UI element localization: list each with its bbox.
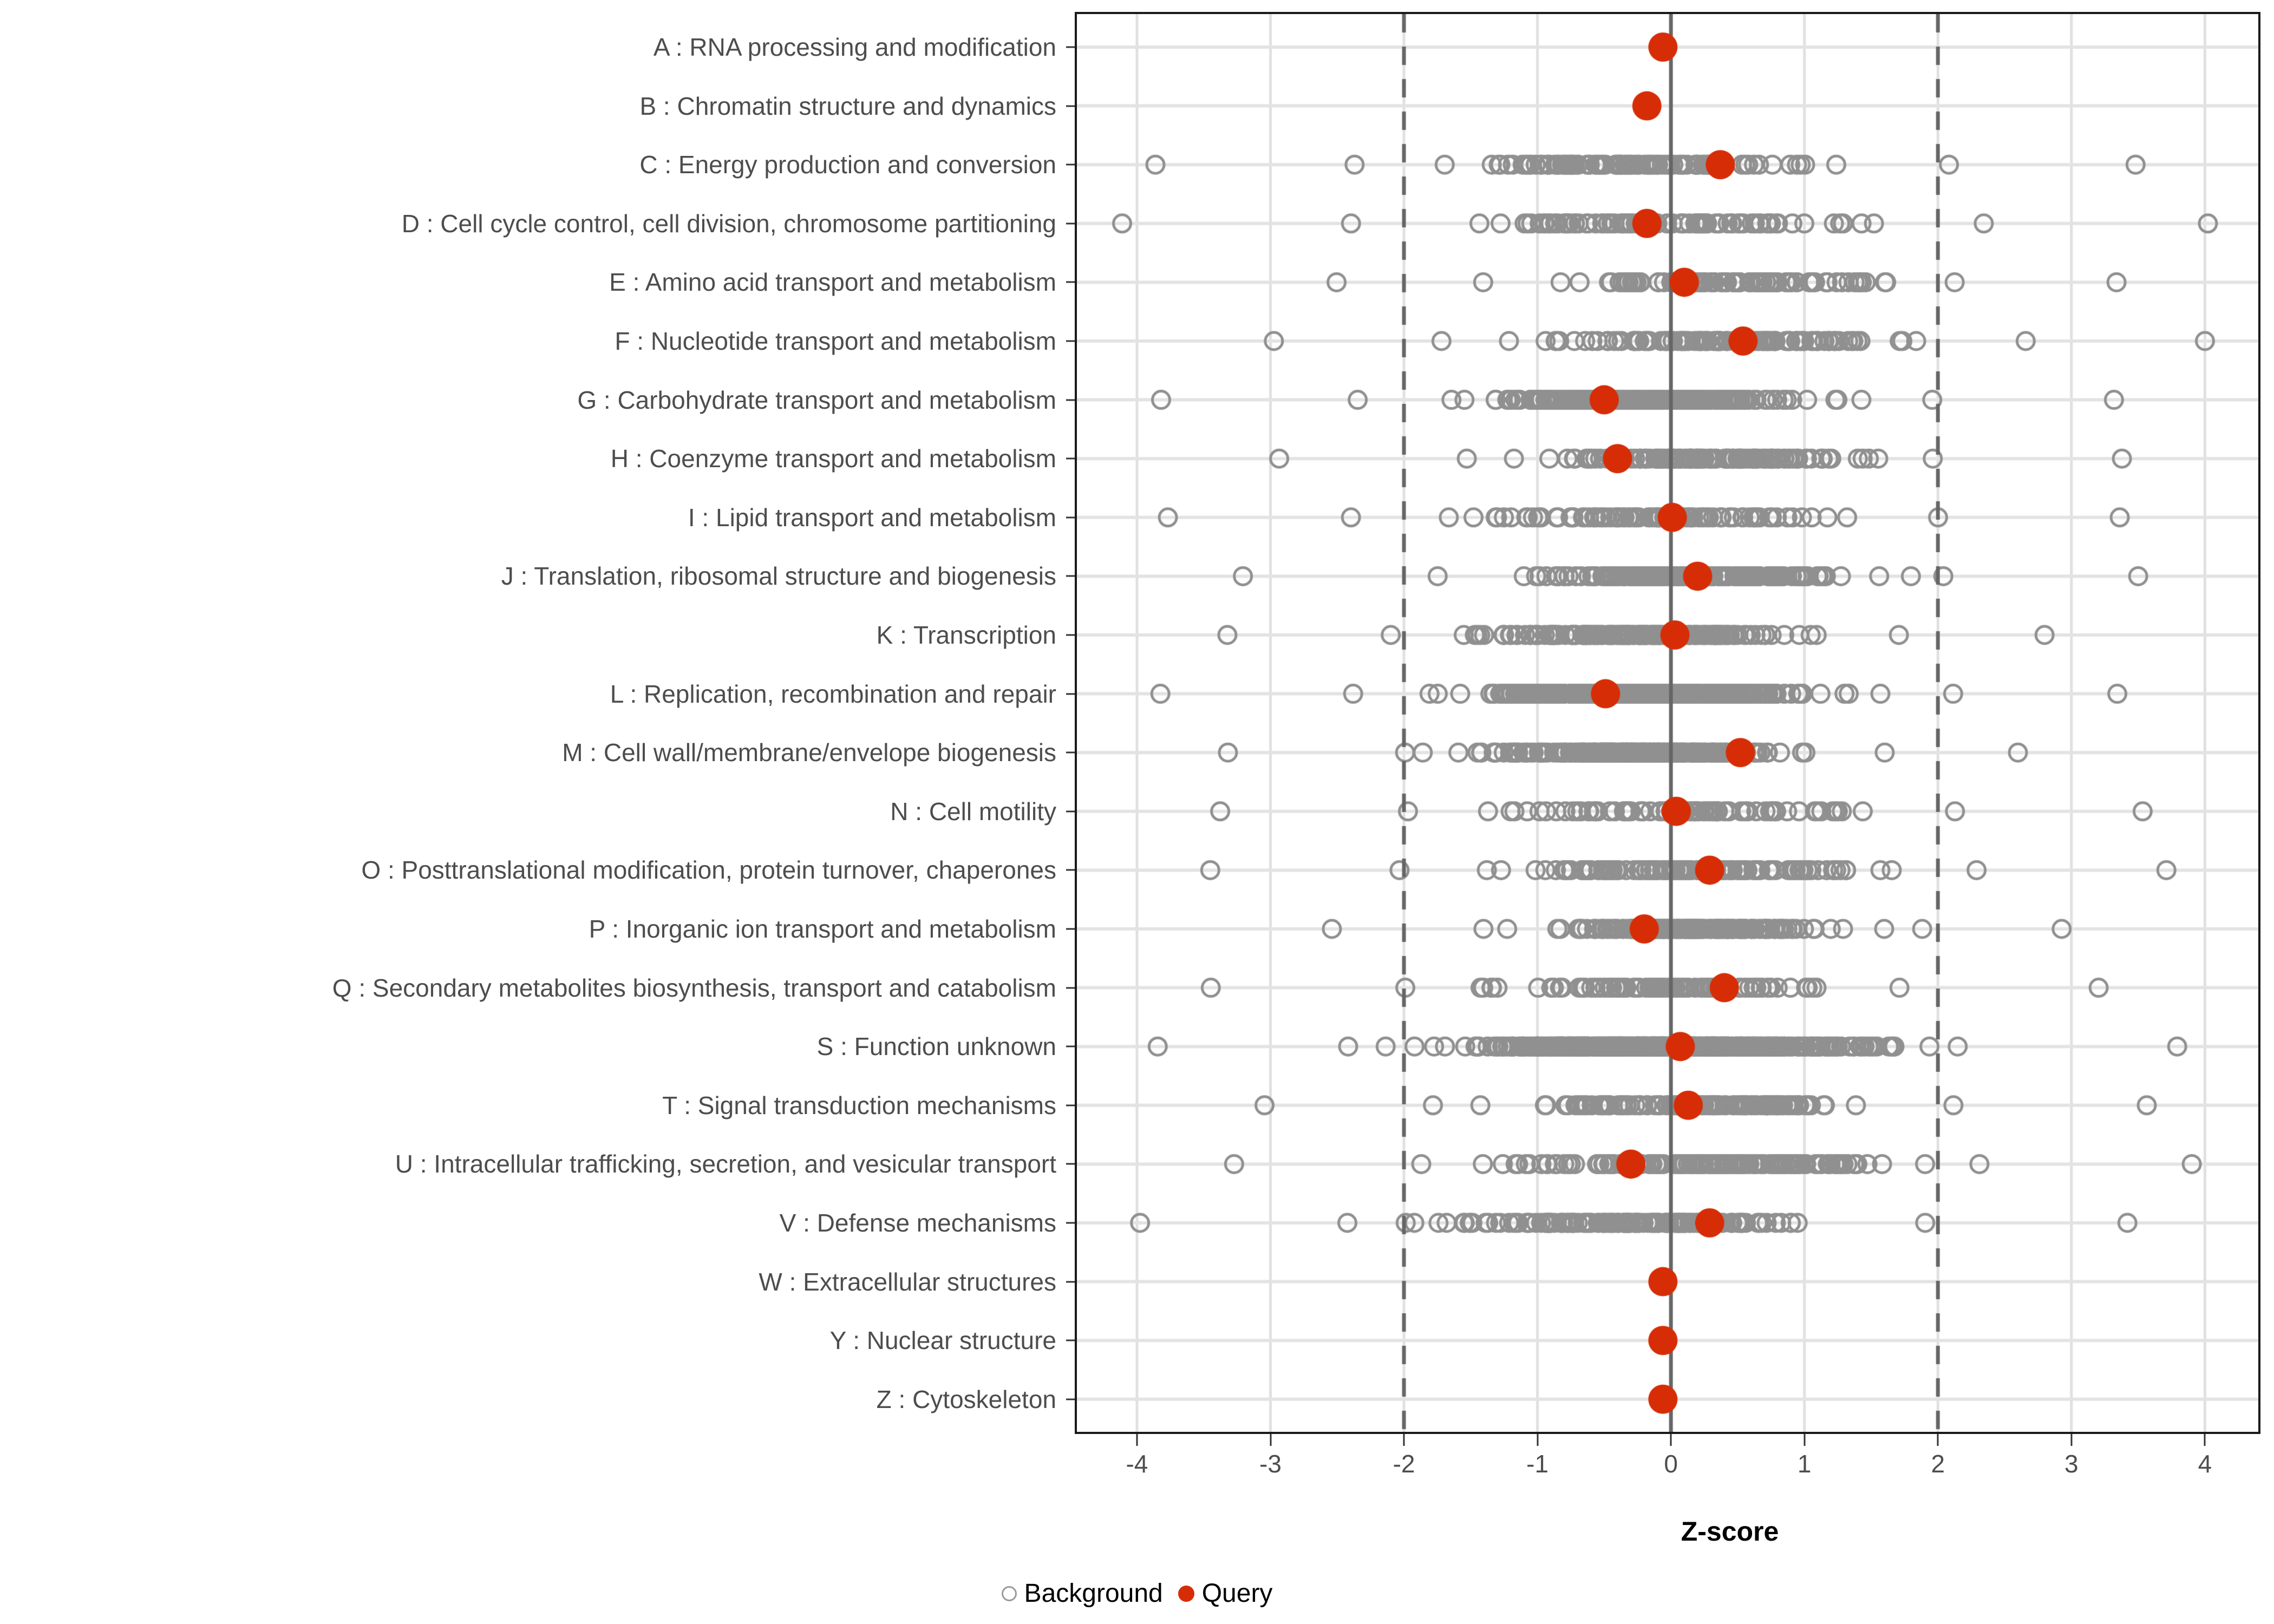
y-axis-tick xyxy=(1066,928,1075,930)
x-axis-tick-label: -4 xyxy=(1126,1450,1148,1478)
y-axis-label-y: Y : Nuclear structure xyxy=(829,1326,1056,1355)
y-axis-tick xyxy=(1066,634,1075,636)
y-axis-label-l: L : Replication, recombination and repai… xyxy=(610,679,1056,708)
y-axis-label-c: C : Energy production and conversion xyxy=(639,150,1056,179)
x-axis-tick xyxy=(2070,1434,2073,1446)
y-axis-label-b: B : Chromatin structure and dynamics xyxy=(639,91,1056,120)
y-axis-tick xyxy=(1066,46,1075,48)
y-axis-label-k: K : Transcription xyxy=(876,621,1056,649)
x-axis-tick xyxy=(1937,1434,1939,1446)
filled-circle-icon xyxy=(1178,1586,1194,1602)
y-axis-label-d: D : Cell cycle control, cell division, c… xyxy=(401,209,1056,238)
y-axis-tick xyxy=(1066,575,1075,577)
legend-item-background: Background xyxy=(1001,1579,1163,1608)
y-axis-label-v: V : Defense mechanisms xyxy=(779,1209,1056,1237)
y-axis-tick xyxy=(1066,987,1075,989)
y-axis-label-m: M : Cell wall/membrane/envelope biogenes… xyxy=(562,738,1056,767)
y-axis-tick xyxy=(1066,1104,1075,1106)
y-axis-label-h: H : Coenzyme transport and metabolism xyxy=(610,444,1056,473)
y-axis-label-t: T : Signal transduction mechanisms xyxy=(662,1091,1056,1119)
y-axis-tick xyxy=(1066,869,1075,871)
x-axis-title-text: Z-score xyxy=(1681,1516,1779,1547)
y-axis-label-z: Z : Cytoskeleton xyxy=(876,1385,1056,1413)
y-axis-tick xyxy=(1066,457,1075,460)
x-axis-title: Z-score xyxy=(0,1516,2274,1547)
y-axis-tick xyxy=(1066,693,1075,695)
x-axis-tick-label: -1 xyxy=(1526,1450,1549,1478)
x-axis: -4 -3 -2 -1 0 1 2 3 4 xyxy=(1075,1434,2260,1531)
y-axis-tick xyxy=(1066,163,1075,166)
y-axis-tick xyxy=(1066,222,1075,225)
x-axis-tick-label: 0 xyxy=(1664,1450,1678,1478)
x-axis-tick-label: 2 xyxy=(1931,1450,1945,1478)
y-axis-label-f: F : Nucleotide transport and metabolism xyxy=(615,327,1056,355)
y-axis-label-e: E : Amino acid transport and metabolism xyxy=(609,268,1056,297)
y-axis-tick xyxy=(1066,1398,1075,1400)
y-axis-tick xyxy=(1066,751,1075,754)
scatter-canvas xyxy=(1077,14,2258,1432)
y-axis-tick xyxy=(1066,1163,1075,1165)
y-axis-tick xyxy=(1066,1045,1075,1047)
x-axis-tick xyxy=(1136,1434,1138,1446)
y-axis-category-labels: A : RNA processing and modification B : C… xyxy=(0,0,1075,1451)
x-axis-tick xyxy=(1670,1434,1672,1446)
x-axis-tick-label: -2 xyxy=(1393,1450,1415,1478)
legend-label-background: Background xyxy=(1024,1579,1163,1608)
y-axis-label-s: S : Function unknown xyxy=(816,1032,1056,1061)
y-axis-label-u: U : Intracellular trafficking, secretion… xyxy=(395,1150,1056,1178)
x-axis-tick-label: 4 xyxy=(2198,1450,2212,1478)
y-axis-label-i: I : Lipid transport and metabolism xyxy=(688,503,1056,532)
y-axis-label-w: W : Extracellular structures xyxy=(759,1267,1056,1296)
legend-item-query: Query xyxy=(1178,1579,1273,1608)
x-axis-tick-label: 1 xyxy=(1797,1450,1812,1478)
legend-label-query: Query xyxy=(1201,1579,1273,1608)
y-axis-tick xyxy=(1066,1222,1075,1224)
x-axis-tick xyxy=(1537,1434,1539,1446)
x-axis-tick xyxy=(2204,1434,2206,1446)
y-axis-tick xyxy=(1066,1281,1075,1283)
y-axis-tick xyxy=(1066,281,1075,283)
y-axis-tick xyxy=(1066,340,1075,342)
y-axis-tick xyxy=(1066,516,1075,519)
y-axis-label-a: A : RNA processing and modification xyxy=(653,33,1056,61)
x-axis-tick xyxy=(1270,1434,1271,1446)
y-axis-label-o: O : Posttranslational modification, prot… xyxy=(361,856,1056,885)
y-axis-label-p: P : Inorganic ion transport and metaboli… xyxy=(589,915,1056,943)
x-axis-tick-label: 3 xyxy=(2064,1450,2079,1478)
y-axis-tick xyxy=(1066,810,1075,813)
y-axis-tick xyxy=(1066,1339,1075,1341)
y-axis-tick xyxy=(1066,105,1075,107)
y-axis-label-q: Q : Secondary metabolites biosynthesis, … xyxy=(332,973,1056,1002)
open-circle-icon xyxy=(1001,1586,1017,1601)
x-axis-tick xyxy=(1803,1434,1806,1446)
legend: Background Query xyxy=(0,1581,2274,1607)
x-axis-tick xyxy=(1403,1434,1405,1446)
x-axis-tick-label: -3 xyxy=(1259,1450,1282,1478)
y-axis-label-g: G : Carbohydrate transport and metabolis… xyxy=(577,385,1056,414)
plot-panel xyxy=(1075,12,2260,1434)
y-axis-tick xyxy=(1066,399,1075,401)
y-axis-label-j: J : Translation, ribosomal structure and… xyxy=(501,562,1056,591)
y-axis-label-n: N : Cell motility xyxy=(890,797,1056,826)
